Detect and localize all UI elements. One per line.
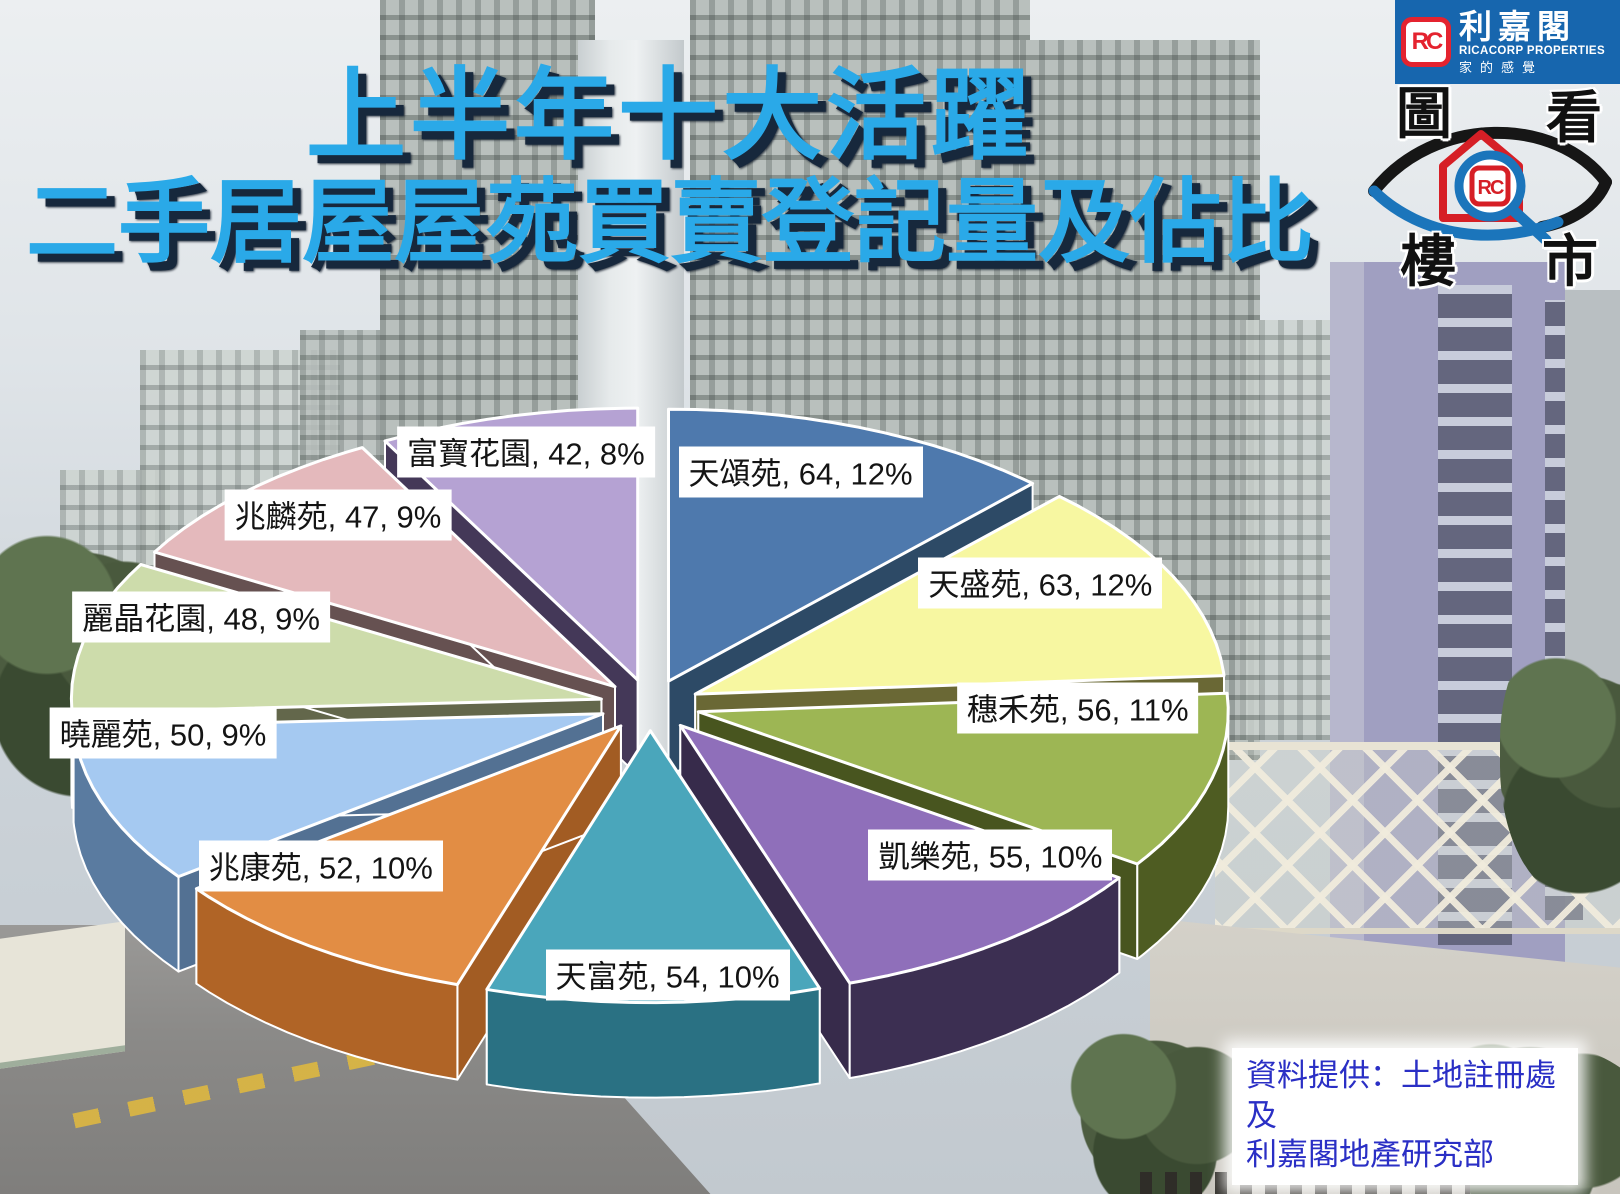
eye-logo-icon: RC xyxy=(1368,126,1612,246)
brand-tagline: 家的感覺 xyxy=(1459,60,1544,76)
brand-name-cn: 利嘉閣 xyxy=(1459,7,1576,45)
pie-slice-label-麗晶花園: 麗晶花園, 48, 9% xyxy=(72,591,330,643)
title-line-2: 二手居屋屋苑買賣登記量及佔比 xyxy=(25,172,1314,274)
pie-slice-label-天盛苑: 天盛苑, 63, 12% xyxy=(918,557,1163,608)
stamp-char-top-right: 看 xyxy=(1546,86,1602,149)
source-note: 資料提供：土地註冊處及 利嘉閣地產研究部 xyxy=(1232,1048,1578,1186)
brand-name-en: RICACORP PROPERTIES xyxy=(1459,44,1606,57)
svg-text:RC: RC xyxy=(1478,177,1504,199)
pie-slice-label-富寶花園: 富寶花園, 42, 8% xyxy=(396,426,655,478)
page-title: 上半年十大活躍 二手居屋屋苑買賣登記量及佔比 xyxy=(0,60,1340,275)
tree xyxy=(1500,620,1620,900)
brand-text: 利嘉閣 RICACORP PROPERTIES 家的感覺 xyxy=(1459,10,1605,75)
brand-banner: RC 利嘉閣 RICACORP PROPERTIES 家的感覺 xyxy=(1395,0,1620,84)
source-note-line-2: 利嘉閣地產研究部 xyxy=(1246,1137,1494,1173)
pie-slice-label-兆康苑: 兆康苑, 52, 10% xyxy=(198,840,443,892)
brand-monogram-icon: RC xyxy=(1401,17,1451,67)
pie-slice-label-天富苑: 天富苑, 54, 10% xyxy=(545,949,790,1001)
eye-market-logo: RC 圖 看 樓 市 xyxy=(1360,86,1616,290)
stamp-char-bottom-left: 樓 xyxy=(1400,230,1456,293)
title-line-1: 上半年十大活躍 xyxy=(306,60,1034,172)
pie-slice-天富苑 xyxy=(485,729,822,1099)
source-note-line-1: 資料提供：土地註冊處及 xyxy=(1246,1058,1556,1133)
pie-slice-label-兆麟苑: 兆麟苑, 47, 9% xyxy=(224,489,452,541)
stamp-char-top-left: 圖 xyxy=(1396,82,1452,145)
pie-slice-label-穗禾苑: 穗禾苑, 56, 11% xyxy=(956,682,1199,734)
pie-slice-label-曉麗苑: 曉麗苑, 50, 9% xyxy=(49,707,277,759)
stamp-char-bottom-right: 市 xyxy=(1542,230,1598,293)
pie-slice-label-凱樂苑: 凱樂苑, 55, 10% xyxy=(868,829,1113,881)
tree xyxy=(1050,1020,1260,1194)
pie-slice-label-天頌苑: 天頌苑, 64, 12% xyxy=(678,446,923,498)
